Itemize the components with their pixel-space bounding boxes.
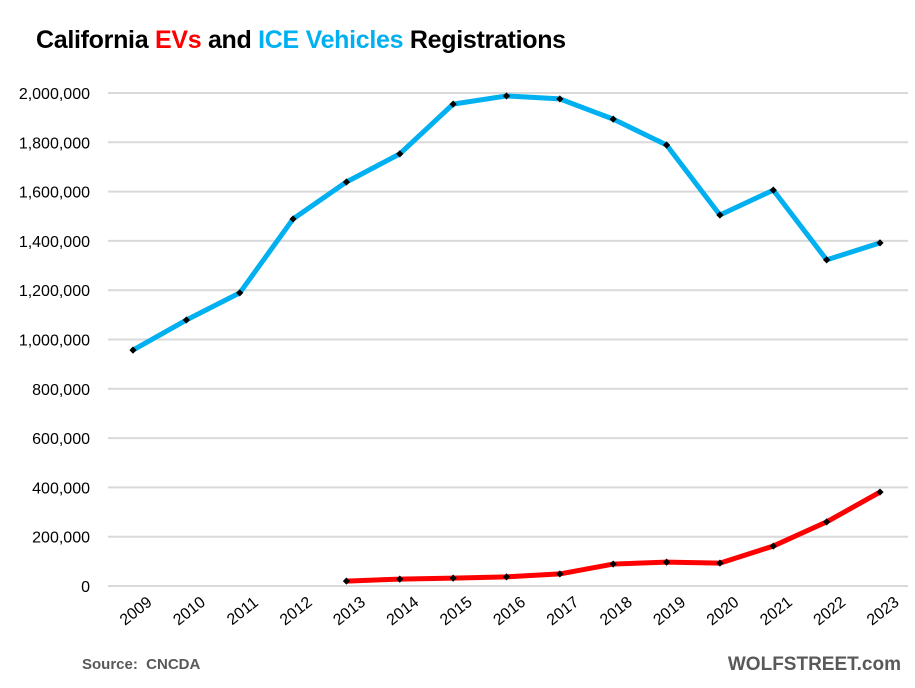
data-point-marker [129,346,137,354]
y-tick-label: 1,600,000 [19,185,90,202]
x-tick-label: 2020 [704,594,743,629]
data-point-marker [502,92,511,100]
x-tick-label: 2013 [330,594,369,629]
brand-watermark: WOLFSTREET.com [727,654,901,675]
y-tick-label: 2,000,000 [19,86,90,103]
y-tick-label: 1,200,000 [19,283,90,300]
data-point-marker [716,559,724,567]
x-tick-label: 2014 [384,594,423,629]
y-tick-label: 1,000,000 [19,333,90,350]
source-note: Source: CNCDA [82,656,201,673]
x-tick-label: 2012 [277,594,316,629]
title-part: and [201,26,259,54]
y-tick-label: 800,000 [32,382,90,399]
title-part: ICE Vehicles [258,26,404,54]
x-tick-label: 2022 [811,594,850,629]
data-point-marker [823,256,831,264]
data-point-marker [396,575,404,583]
title-part: Registrations [403,26,566,54]
data-point-marker [182,316,190,324]
data-point-marker [236,289,244,297]
x-tick-label: 2015 [437,594,476,629]
data-point-marker [876,488,884,496]
series-line [130,93,883,353]
series-evs [342,488,884,585]
series-ice-vehicles [129,92,884,354]
y-axis: 0 200,000 400,000 600,000 800,000 1,000,000 1,… [19,86,90,596]
data-point-marker [396,150,404,158]
data-point-marker [342,577,351,585]
data-point-marker [609,115,617,123]
y-tick-label: 200,000 [32,530,90,547]
y-tick-label: 1,800,000 [19,135,90,152]
y-tick-label: 0 [81,579,90,596]
data-point-marker [662,141,671,149]
data-point-marker [823,518,831,526]
data-point-marker [662,558,671,566]
data-point-marker [769,542,777,550]
y-tick-label: 1,400,000 [19,234,90,251]
y-tick-label: 400,000 [32,480,90,497]
data-point-marker [449,574,457,582]
x-tick-label: 2023 [864,594,903,629]
x-tick-label: 2016 [490,594,529,629]
data-point-marker [876,239,884,247]
x-tick-label: 2009 [117,594,156,629]
x-tick-label: 2021 [757,594,796,629]
x-tick-label: 2019 [651,594,690,629]
data-point-marker [342,178,351,186]
chart-title: California EVs and ICE Vehicles Registra… [36,26,566,55]
title-part: California [36,26,155,54]
x-axis: 2009 2010 2011 2012 2013 2014 2015 2016 2017 2018… [117,594,903,629]
data-point-marker [502,573,511,581]
data-point-marker [289,215,297,223]
x-tick-label: 2018 [597,594,636,629]
x-tick-label: 2010 [170,594,209,629]
series-layer [129,92,884,585]
x-tick-label: 2017 [544,594,583,629]
x-tick-label: 2011 [224,594,262,629]
data-point-marker [449,100,457,108]
title-part: EVs [154,26,202,54]
data-point-marker [769,186,777,194]
gridlines [108,92,908,587]
data-point-marker [556,95,564,103]
data-point-marker [556,570,564,578]
data-point-marker [609,560,617,568]
y-tick-label: 600,000 [32,431,90,448]
data-point-marker [716,211,724,219]
